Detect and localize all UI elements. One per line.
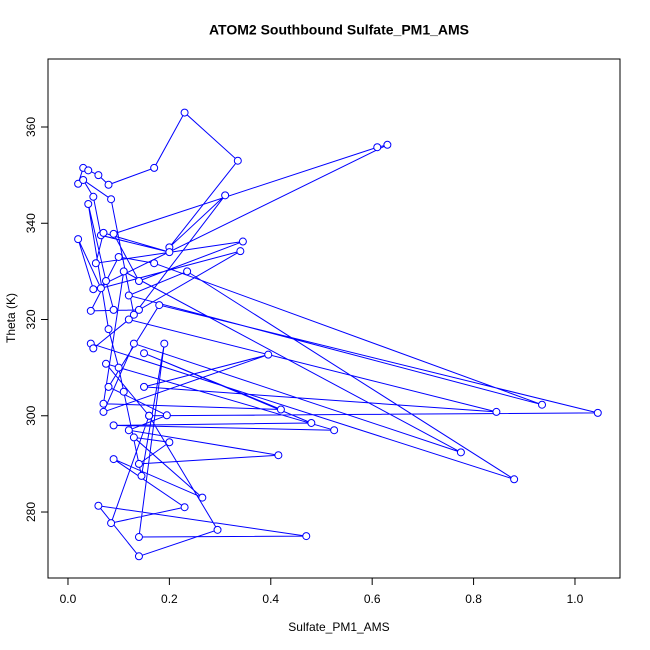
data-point: [102, 359, 111, 368]
data-point: [89, 344, 98, 353]
data-point: [104, 325, 113, 334]
data-point: [124, 426, 133, 435]
data-point: [124, 291, 133, 300]
data-point: [274, 451, 283, 460]
data-point: [134, 533, 143, 542]
data-point: [183, 267, 192, 276]
data-point: [238, 237, 247, 246]
data-point: [84, 200, 93, 209]
chart-title: ATOM2 Southbound Sulfate_PM1_AMS: [209, 22, 469, 38]
data-point: [150, 163, 159, 172]
data-point: [102, 277, 111, 286]
data-point: [134, 305, 143, 314]
data-point: [330, 426, 339, 435]
data-point: [99, 407, 108, 416]
data-point: [84, 166, 93, 175]
data-point: [91, 259, 100, 268]
data-point: [89, 285, 98, 294]
data-point: [129, 433, 138, 442]
data-point: [109, 421, 118, 430]
data-point: [109, 455, 118, 464]
data-point: [456, 448, 465, 457]
data-point: [96, 284, 105, 293]
data-point: [99, 399, 108, 408]
data-point: [140, 382, 149, 391]
data-point: [236, 247, 245, 256]
data-point: [302, 532, 311, 541]
data-point: [114, 363, 123, 372]
y-tick-label: 360: [24, 117, 38, 137]
data-point: [107, 195, 116, 204]
data-point: [94, 171, 103, 180]
series-line: [77, 111, 598, 557]
data-point: [129, 339, 138, 348]
data-point: [538, 400, 547, 409]
data-point: [383, 140, 392, 149]
data-point: [86, 306, 95, 315]
data-point: [104, 382, 113, 391]
x-tick-label: 1.0: [567, 592, 584, 606]
data-point: [129, 310, 138, 319]
data-point: [94, 501, 103, 510]
data-point: [79, 175, 88, 184]
data-point: [145, 411, 154, 420]
x-tick-label: 0.6: [364, 592, 381, 606]
data-point: [109, 305, 118, 314]
data-point: [165, 248, 174, 257]
data-point: [134, 277, 143, 286]
data-point: [99, 228, 108, 237]
data-point: [137, 471, 146, 480]
data-point: [162, 411, 171, 420]
data-point: [233, 156, 242, 165]
data-point: [119, 267, 128, 276]
data-point: [155, 301, 164, 310]
data-point: [492, 407, 501, 416]
y-tick-label: 340: [24, 213, 38, 233]
data-point: [180, 108, 189, 117]
x-tick-label: 0.4: [262, 592, 279, 606]
data-point: [276, 405, 285, 414]
data-point: [198, 493, 207, 502]
x-tick-label: 0.8: [465, 592, 482, 606]
data-point: [221, 191, 230, 200]
data-point: [150, 259, 159, 268]
data-point: [134, 552, 143, 561]
data-point: [264, 350, 273, 359]
data-point: [109, 229, 118, 238]
data-point: [89, 192, 98, 201]
data-point: [114, 252, 123, 261]
data-point: [180, 503, 189, 512]
y-axis-label: Theta (K): [4, 293, 18, 343]
x-axis-label: Sulfate_PM1_AMS: [288, 620, 389, 634]
data-point: [124, 315, 133, 324]
y-tick-label: 280: [24, 502, 38, 522]
data-point: [119, 387, 128, 396]
data-point: [213, 525, 222, 534]
data-point: [107, 519, 116, 528]
y-tick-label: 320: [24, 309, 38, 329]
x-tick-label: 0.0: [60, 592, 77, 606]
data-point: [134, 459, 143, 468]
data-point: [165, 438, 174, 447]
data-point: [307, 418, 316, 427]
data-point: [104, 180, 113, 189]
data-point: [373, 143, 382, 152]
data-point: [160, 339, 169, 348]
data-point: [510, 475, 519, 484]
data-point: [140, 349, 149, 358]
data-point: [593, 408, 602, 417]
x-tick-label: 0.2: [161, 592, 178, 606]
data-point: [74, 235, 83, 244]
y-tick-label: 300: [24, 405, 38, 425]
